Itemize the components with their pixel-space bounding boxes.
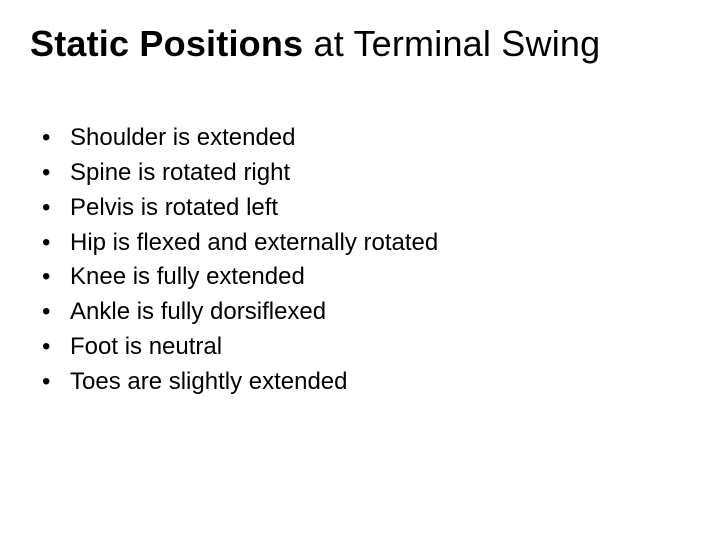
bullet-list: Shoulder is extended Spine is rotated ri…: [30, 121, 690, 399]
list-item: Toes are slightly extended: [42, 365, 690, 400]
list-item: Foot is neutral: [42, 330, 690, 365]
title-bold: Static Positions: [30, 23, 303, 64]
list-item: Knee is fully extended: [42, 260, 690, 295]
list-item: Ankle is fully dorsiflexed: [42, 295, 690, 330]
slide: Static Positions at Terminal Swing Shoul…: [0, 0, 720, 540]
list-item: Spine is rotated right: [42, 156, 690, 191]
slide-title: Static Positions at Terminal Swing: [30, 22, 690, 65]
list-item: Pelvis is rotated left: [42, 191, 690, 226]
list-item: Hip is flexed and externally rotated: [42, 226, 690, 261]
title-normal: at Terminal Swing: [303, 23, 600, 64]
list-item: Shoulder is extended: [42, 121, 690, 156]
